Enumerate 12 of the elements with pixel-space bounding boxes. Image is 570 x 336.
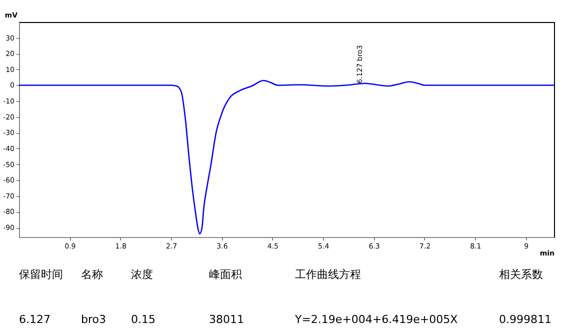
- text: 工作曲线方程: [295, 268, 361, 281]
- text: 名称: [81, 268, 103, 281]
- text: 相关系数: [499, 268, 543, 281]
- text: 0.999811: [499, 313, 552, 326]
- text: 峰面积: [209, 268, 242, 281]
- text: 38011: [209, 313, 244, 326]
- text: 0.15: [131, 313, 156, 326]
- text: 6.127: [19, 313, 50, 326]
- text: 浓度: [131, 268, 153, 281]
- text: bro3: [81, 313, 106, 326]
- text: Y=2.19e+004+6.419e+005X: [294, 313, 458, 326]
- text: 保留时间: [19, 268, 63, 281]
